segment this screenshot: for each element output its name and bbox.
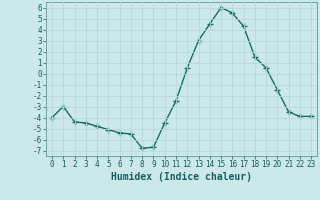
X-axis label: Humidex (Indice chaleur): Humidex (Indice chaleur) <box>111 172 252 182</box>
